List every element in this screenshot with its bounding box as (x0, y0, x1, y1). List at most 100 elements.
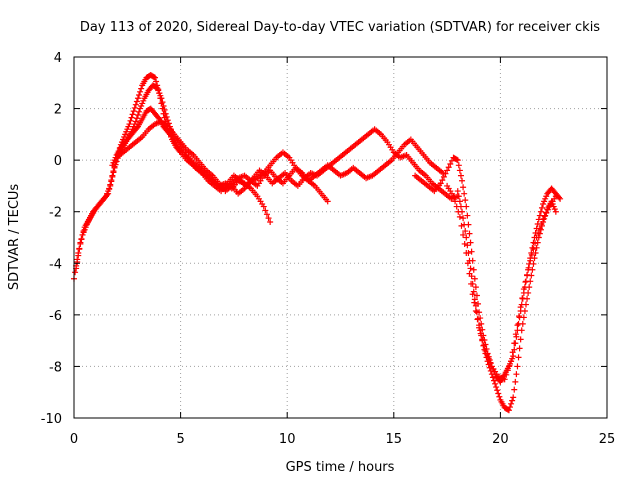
data-point (461, 221, 468, 228)
data-point (455, 193, 462, 200)
data-point (522, 278, 529, 285)
data-point (108, 178, 115, 185)
data-point (462, 228, 469, 235)
data-point (484, 351, 491, 358)
data-point (80, 228, 87, 235)
y-tick-label: -6 (49, 309, 62, 324)
data-point (503, 371, 510, 378)
data-point (467, 265, 474, 272)
data-point (530, 260, 537, 267)
data-point (532, 249, 539, 256)
data-point (464, 212, 471, 219)
data-point (460, 215, 467, 222)
data-point (457, 172, 464, 179)
series-sat-f (454, 188, 559, 414)
data-point (491, 377, 498, 384)
data-point (456, 167, 463, 174)
data-point (439, 170, 446, 177)
data-point (472, 307, 479, 314)
data-point (158, 95, 165, 102)
data-point (534, 239, 541, 246)
data-point (160, 102, 167, 109)
data-point (455, 162, 462, 169)
data-point (107, 182, 114, 189)
data-point (522, 301, 529, 308)
data-point (138, 85, 145, 92)
data-point (472, 284, 479, 291)
data-point (492, 380, 499, 387)
data-point (150, 73, 157, 80)
data-point (133, 115, 140, 122)
x-tick-label: 0 (70, 432, 78, 447)
data-point (152, 74, 159, 81)
data-point (495, 390, 502, 397)
data-point (543, 210, 550, 217)
data-point (450, 193, 457, 200)
data-point (474, 316, 481, 323)
data-point (521, 307, 528, 314)
axis-ticks: 0 5 10 15 20 25 -10 -8 -6 -4 -2 0 2 4 (41, 51, 616, 447)
data-point (511, 386, 518, 393)
data-point (552, 193, 559, 200)
data-point (456, 213, 463, 220)
data-point (460, 184, 467, 191)
data-point (514, 322, 521, 329)
data-point (511, 340, 518, 347)
data-point (153, 84, 160, 91)
data-point (265, 215, 272, 222)
data-point (77, 239, 84, 246)
data-point (524, 295, 531, 302)
data-point (444, 167, 451, 174)
data-point (464, 242, 471, 249)
plot-frame (73, 56, 608, 419)
data-point (453, 156, 460, 163)
data-point (473, 292, 480, 299)
data-point (454, 188, 461, 195)
data-point (493, 384, 500, 391)
x-axis-label: GPS time / hours (286, 460, 395, 475)
data-point (459, 177, 466, 184)
data-point (72, 269, 79, 276)
data-point (462, 197, 469, 204)
data-point (162, 110, 169, 117)
x-tick-label: 10 (279, 432, 296, 447)
data-point (538, 204, 545, 211)
data-point (153, 78, 160, 85)
data-point (133, 124, 140, 131)
data-point (528, 251, 535, 258)
data-point (131, 104, 138, 111)
data-point (520, 286, 527, 293)
data-point (515, 354, 522, 361)
data-point (536, 225, 543, 232)
series-sat-b (73, 82, 331, 272)
data-point (134, 95, 141, 102)
data-point (509, 349, 516, 356)
data-point (463, 249, 470, 256)
data-point (127, 117, 134, 124)
data-point (519, 320, 526, 327)
data-point (466, 270, 473, 277)
data-point (161, 106, 168, 113)
data-point (136, 92, 143, 99)
y-tick-label: 4 (54, 51, 62, 66)
data-point (525, 289, 532, 296)
data-point (540, 216, 547, 223)
data-point (136, 108, 143, 115)
data-point (544, 206, 551, 213)
data-point (477, 330, 484, 337)
data-point (471, 275, 478, 282)
data-point (159, 99, 166, 106)
data-point (260, 203, 267, 210)
data-point (512, 331, 519, 338)
data-point (528, 272, 535, 279)
data-point (552, 208, 559, 215)
data-point (445, 164, 452, 171)
data-point (517, 336, 524, 343)
series-sat-e (412, 154, 564, 385)
data-point (468, 248, 475, 255)
series-sat-d (113, 118, 446, 197)
data-point (437, 180, 444, 187)
data-point (518, 327, 525, 334)
data-point (262, 207, 269, 214)
